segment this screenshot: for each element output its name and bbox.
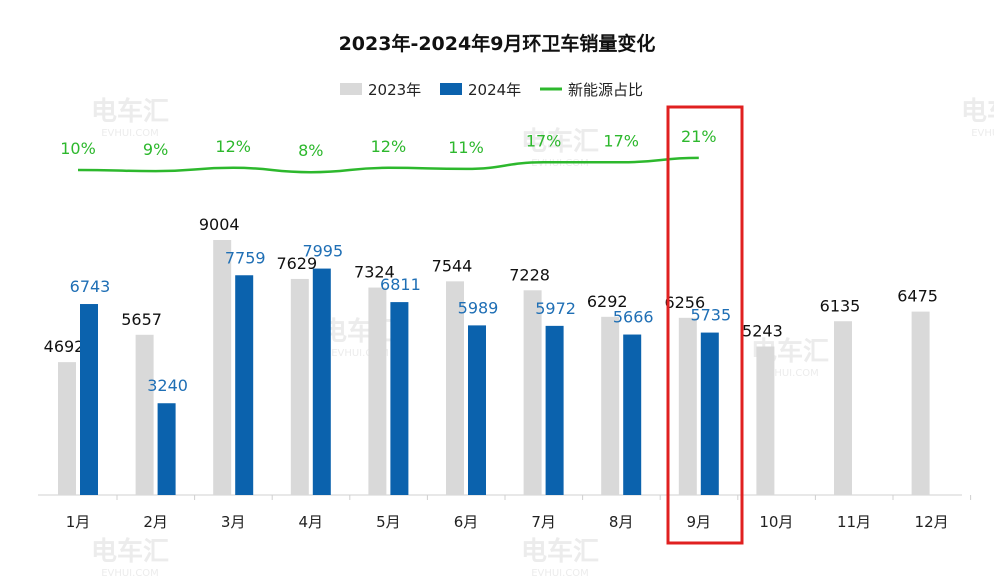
bar-2024-label: 7995 bbox=[302, 242, 343, 261]
share-line bbox=[77, 156, 699, 174]
watermark: 电车汇 bbox=[961, 96, 994, 127]
bar-2024 bbox=[157, 403, 176, 495]
bar-2024 bbox=[390, 302, 409, 495]
watermark-url: EVHUI.COM bbox=[101, 128, 159, 139]
bar-2023 bbox=[213, 240, 232, 495]
bar-2024 bbox=[700, 332, 719, 495]
bar-2023-label: 5657 bbox=[121, 310, 162, 329]
bar-2023 bbox=[601, 316, 620, 495]
watermark: 电车汇 bbox=[91, 536, 169, 567]
share-label: 17% bbox=[603, 131, 639, 150]
share-label: 17% bbox=[526, 131, 562, 150]
bar-2024-label: 5735 bbox=[690, 306, 731, 325]
share-label: 21% bbox=[681, 127, 717, 146]
bar-2023-label: 5243 bbox=[742, 322, 783, 341]
bar-2024-label: 6743 bbox=[70, 277, 111, 296]
legend-label-2023: 2023年 bbox=[368, 81, 421, 99]
watermark: 电车汇 bbox=[521, 536, 599, 567]
marks: 1月 4692 6743 2月 5657 3240 3月 9004 7759 4月 76297995… bbox=[44, 127, 972, 531]
bar-2024 bbox=[623, 334, 642, 495]
bar-2024-label: 5972 bbox=[535, 299, 576, 318]
bar-2023-label: 7544 bbox=[432, 256, 473, 275]
bar-2023-label: 7228 bbox=[509, 265, 550, 284]
legend-label-2024: 2024年 bbox=[468, 81, 521, 99]
bar-2024-label: 5989 bbox=[458, 298, 499, 317]
bar-2024-label: 3240 bbox=[147, 376, 188, 395]
bar-2023 bbox=[58, 362, 76, 495]
watermark-url: EVHUI.COM bbox=[761, 368, 819, 379]
share-label: 12% bbox=[215, 137, 251, 156]
bar-2023-label: 6135 bbox=[820, 296, 861, 315]
bar-2024-label: 6811 bbox=[380, 275, 421, 294]
legend: 2023年 2024年 新能源占比 bbox=[340, 81, 643, 99]
share-label: 11% bbox=[448, 138, 484, 157]
bar-2023 bbox=[834, 321, 852, 495]
share-label: 10% bbox=[60, 139, 96, 158]
bar-2023 bbox=[135, 334, 154, 495]
watermark-url: EVHUI.COM bbox=[531, 568, 589, 576]
watermark: 电车汇 bbox=[521, 126, 599, 157]
bar-2024-label: 7759 bbox=[225, 248, 266, 267]
bar-2023-label: 9004 bbox=[199, 215, 240, 234]
x-tick-label: 2月 bbox=[143, 513, 168, 531]
bar-2023 bbox=[446, 281, 464, 495]
bar-2024 bbox=[80, 304, 98, 495]
bar-2023 bbox=[678, 317, 697, 495]
bar-2024-label: 5666 bbox=[613, 308, 654, 327]
bar-2023 bbox=[911, 311, 930, 495]
bar-2023 bbox=[756, 346, 775, 495]
x-tick-label: 4月 bbox=[299, 513, 324, 531]
bar-2023-label: 4692 bbox=[44, 337, 85, 356]
bar-2023-label: 7324 bbox=[354, 263, 395, 282]
watermark-url: EVHUI.COM bbox=[971, 128, 994, 139]
share-label: 9% bbox=[143, 140, 168, 159]
watermark: 电车汇 bbox=[321, 316, 399, 347]
legend-swatch-2024 bbox=[440, 83, 462, 95]
x-tick-label: 12月 bbox=[915, 513, 949, 531]
bar-2023-label: 6475 bbox=[897, 287, 938, 306]
bar-2024 bbox=[545, 325, 564, 495]
x-tick-label: 6月 bbox=[454, 513, 479, 531]
x-tick-label: 3月 bbox=[221, 513, 246, 531]
bar-2024 bbox=[468, 325, 486, 495]
x-tick-label: 9月 bbox=[687, 513, 712, 531]
x-tick-label: 5月 bbox=[376, 513, 401, 531]
legend-label-share: 新能源占比 bbox=[568, 81, 643, 99]
highlight-box bbox=[666, 105, 744, 545]
share-label: 12% bbox=[371, 137, 407, 156]
share-label: 8% bbox=[298, 141, 323, 160]
x-tick-label: 11月 bbox=[837, 513, 871, 531]
bar-2024 bbox=[312, 268, 331, 495]
x-tick-label: 10月 bbox=[759, 513, 793, 531]
legend-swatch-2023 bbox=[340, 83, 362, 95]
bar-2023-label: 7629 bbox=[276, 254, 317, 273]
bar-2023 bbox=[290, 278, 309, 495]
watermark-url: EVHUI.COM bbox=[331, 348, 389, 359]
x-tick-label: 1月 bbox=[66, 513, 91, 531]
watermark: 电车汇 bbox=[91, 96, 169, 127]
x-tick-label: 8月 bbox=[609, 513, 634, 531]
bar-2023 bbox=[368, 287, 387, 495]
chart-title: 2023年-2024年9月环卫车销量变化 bbox=[339, 32, 656, 55]
bar-2023-label: 6292 bbox=[587, 292, 628, 311]
bar-2023 bbox=[523, 290, 542, 495]
watermark-url: EVHUI.COM bbox=[101, 568, 159, 576]
x-tick-label: 7月 bbox=[531, 513, 556, 531]
bar-2024 bbox=[235, 275, 254, 495]
bar-2023-label: 6256 bbox=[664, 293, 705, 312]
